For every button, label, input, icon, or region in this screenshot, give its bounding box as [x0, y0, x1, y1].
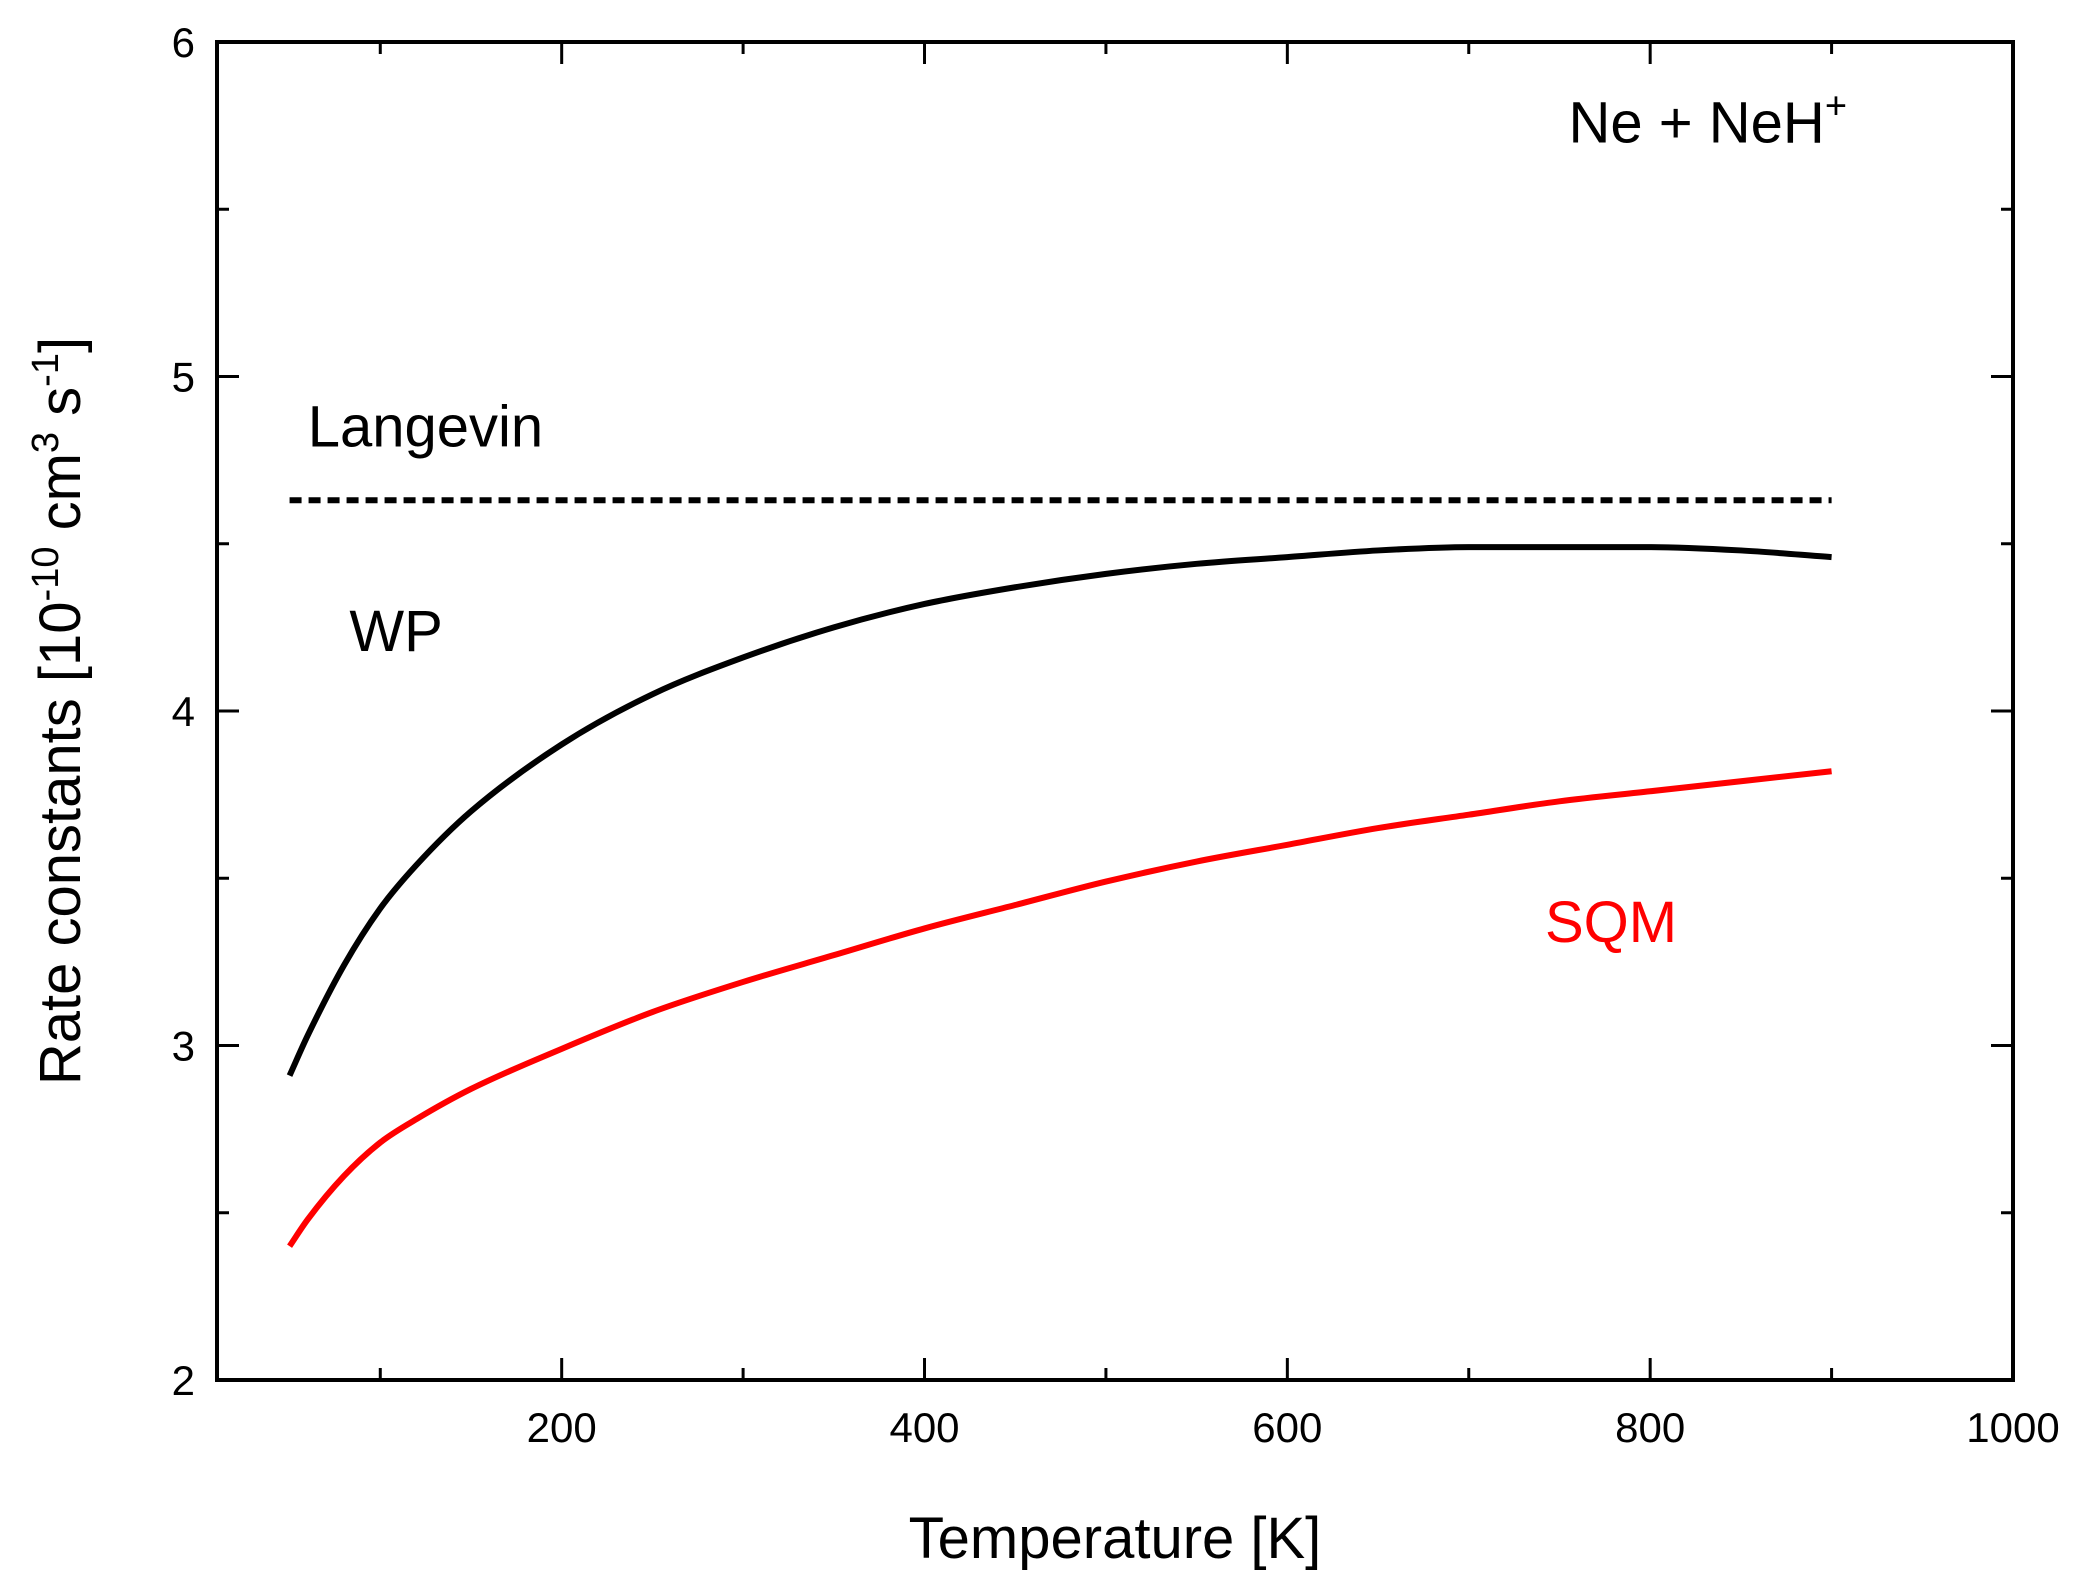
y-title-exp1: -10 — [25, 547, 67, 602]
axis-ticks — [217, 40, 2015, 1382]
series-line-wp — [286, 544, 1832, 1077]
annotation-wp: WP — [349, 599, 442, 664]
y-tick-label: 4 — [172, 688, 195, 735]
series-layer — [286, 497, 1832, 1248]
reaction-label-sup: + — [1825, 85, 1847, 127]
y-tick-label: 3 — [172, 1023, 195, 1070]
y-title-mid1: cm — [28, 453, 93, 546]
y-axis-title: Rate constants [10-10 cm3 s-1] — [25, 337, 93, 1085]
y-title-suffix: ] — [28, 337, 93, 353]
y-tick-label: 6 — [172, 19, 195, 66]
x-tick-label: 200 — [527, 1404, 597, 1451]
annotations: Langevin WP SQM — [308, 395, 1677, 955]
x-tick-label: 400 — [889, 1404, 959, 1451]
reaction-label-base: Ne + NeH — [1569, 90, 1825, 155]
series-line-sqm — [287, 768, 1832, 1248]
y-title-prefix: Rate constants [10 — [28, 601, 93, 1085]
y-tick-label: 5 — [172, 354, 195, 401]
annotation-sqm: SQM — [1545, 890, 1677, 955]
y-tick-label: 2 — [172, 1357, 195, 1404]
x-tick-label: 800 — [1615, 1404, 1685, 1451]
y-title-mid2: s — [28, 387, 93, 432]
x-tick-label: 1000 — [1966, 1404, 2059, 1451]
annotation-langevin: Langevin — [308, 395, 543, 460]
y-title-exp2: 3 — [25, 432, 67, 453]
x-tick-label: 600 — [1252, 1404, 1322, 1451]
reaction-label: Ne + NeH+ — [1569, 85, 1847, 155]
tick-labels: 200 400 600 800 1000 2 3 4 5 6 — [172, 19, 2060, 1451]
x-axis-title: Temperature [K] — [909, 1506, 1322, 1571]
y-title-exp3: -1 — [25, 353, 67, 387]
plot-frame — [215, 40, 2015, 1382]
